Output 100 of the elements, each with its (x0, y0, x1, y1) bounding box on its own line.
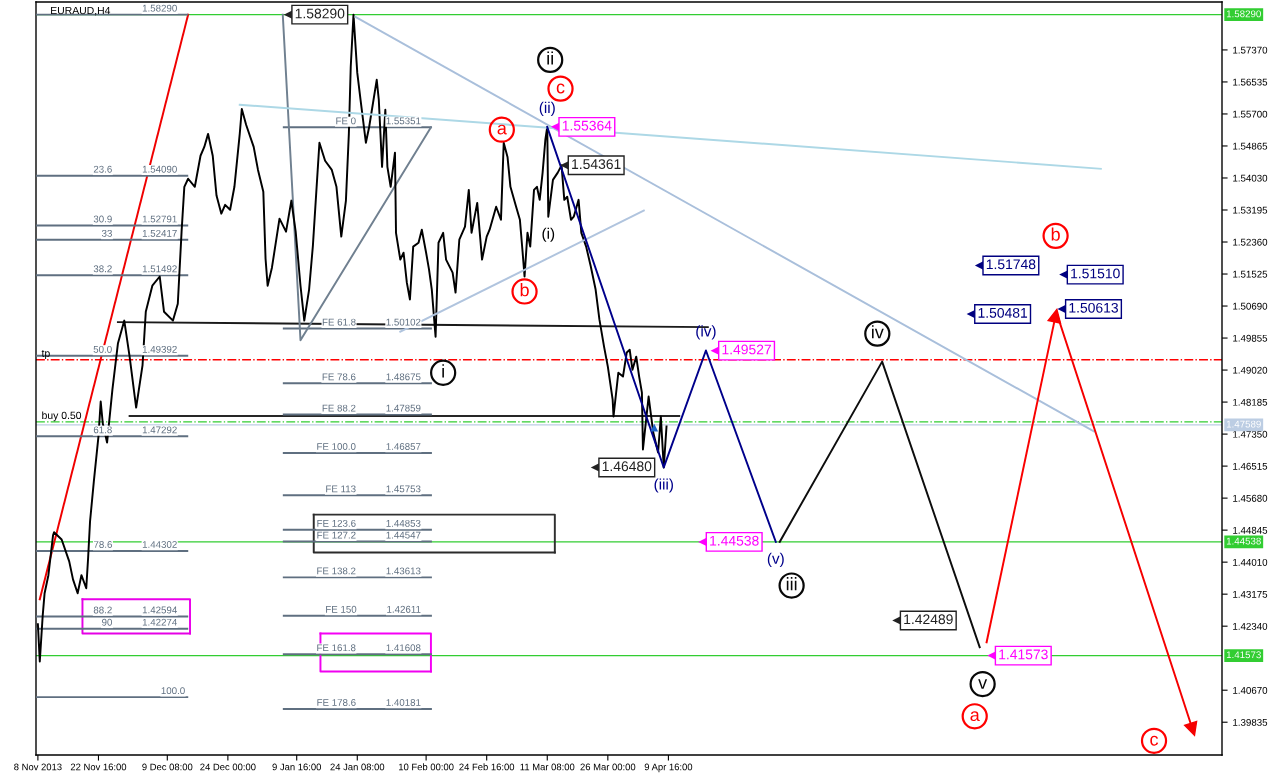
y-tick-label: 1.43175 (1233, 590, 1268, 598)
y-tick-label: 1.50690 (1233, 302, 1268, 310)
y-tick-label: 1.54030 (1233, 174, 1268, 182)
x-tick-label: 9 Apr 16:00 (644, 763, 693, 773)
annotation: (iv) (696, 325, 716, 340)
data-label: 1.41573 (999, 649, 1048, 660)
ref-line-label: buy 0.50 (42, 411, 82, 422)
ref-line-label: 1.41573 (1226, 651, 1261, 659)
annotation: c (556, 83, 565, 94)
series-label: 78.6 (93, 541, 112, 548)
x-tick-label: 8 Nov 2013 (14, 763, 62, 771)
y-tick-label: 1.53195 (1233, 206, 1268, 214)
y-tick-label: 1.45680 (1233, 494, 1268, 502)
data-label: 1.51492 (142, 265, 177, 273)
series-label: 100.0 (161, 687, 185, 695)
data-label: 1.50613 (1069, 302, 1118, 313)
series-label: FE 123.6 (317, 519, 356, 527)
data-label: 1.47859 (386, 404, 421, 412)
y-tick-label: 1.46515 (1233, 462, 1268, 470)
annotation: v (978, 679, 988, 689)
y-tick-label: 1.55700 (1233, 110, 1268, 118)
data-label: 1.42594 (142, 606, 177, 614)
x-tick-label: 9 Jan 16:00 (272, 763, 322, 771)
data-label: 1.47292 (142, 426, 177, 434)
annotation: a (970, 711, 980, 722)
data-label: 1.49392 (142, 345, 177, 353)
x-tick-label: 26 Mar 00:00 (580, 763, 636, 771)
y-tick-label: 1.47350 (1233, 430, 1268, 438)
data-label: 1.49527 (722, 344, 771, 355)
data-label: 1.46857 (386, 443, 421, 450)
data-label: 1.54361 (572, 159, 621, 170)
data-label: 1.44547 (386, 531, 421, 539)
y-tick-label: 1.54865 (1233, 142, 1268, 150)
chart-title: EURAUD,H4 (51, 6, 111, 16)
x-tick-label: 9 Dec 08:00 (142, 763, 193, 771)
annotation: (i) (542, 227, 555, 242)
series-label: 33 (101, 229, 112, 237)
series-label: 23.6 (93, 165, 112, 173)
data-label: 1.51510 (1071, 268, 1120, 279)
y-tick-label: 1.40670 (1233, 686, 1268, 694)
y-tick-label: 1.52360 (1233, 238, 1268, 246)
data-label: 1.44302 (142, 541, 177, 548)
data-label: 1.55364 (562, 120, 612, 131)
annotation: b (1051, 227, 1060, 241)
data-label: 1.52791 (142, 215, 177, 223)
data-label: 1.42611 (387, 605, 421, 613)
data-label: 1.51748 (986, 259, 1036, 270)
annotation: ii (547, 51, 553, 65)
series-label: 90 (102, 618, 113, 626)
data-label: 1.52417 (142, 229, 177, 237)
data-label: 1.50481 (978, 307, 1028, 318)
series-label: 88.2 (93, 606, 112, 614)
series-label: FE 100.0 (317, 443, 356, 450)
y-tick-label: 1.48185 (1233, 398, 1268, 406)
data-label: 1.40181 (386, 699, 421, 706)
series-label: FE 61.8 (322, 318, 356, 326)
y-tick-label: 1.44010 (1233, 558, 1268, 566)
data-label: 1.42489 (904, 614, 953, 625)
data-label: 1.54090 (142, 165, 177, 173)
x-tick-label: 10 Feb 00:00 (399, 763, 454, 771)
series-label: 61.8 (93, 426, 112, 434)
data-label: 1.48675 (386, 373, 421, 381)
series-label: FE 127.2 (317, 531, 356, 539)
series-label: FE 150 (326, 605, 357, 613)
x-tick-label: 22 Nov 16:00 (70, 763, 127, 771)
series-label: FE 161.8 (317, 644, 356, 652)
data-label: 1.58290 (142, 4, 177, 12)
series-label: FE 113 (326, 485, 356, 493)
ref-line-label: 1.44538 (1226, 537, 1261, 545)
series-label: FE 178.6 (317, 699, 356, 706)
annotation: b (520, 283, 529, 297)
data-label: 1.44538 (710, 535, 759, 546)
x-tick-label: 11 Mar 08:00 (520, 763, 575, 771)
annotation: (v) (767, 552, 784, 567)
y-tick-label: 1.56535 (1233, 78, 1268, 86)
data-label: 1.55351 (386, 117, 421, 125)
data-label: 1.46480 (602, 461, 652, 472)
series-label: 30.9 (93, 215, 112, 223)
annotation: iv (872, 325, 884, 339)
annotation: a (497, 124, 507, 135)
data-label: 1.58290 (295, 8, 345, 19)
x-tick-label: 24 Dec 00:00 (200, 763, 256, 771)
y-tick-label: 1.51525 (1233, 270, 1268, 278)
y-tick-label: 1.42340 (1233, 622, 1268, 630)
annotation: iii (786, 577, 797, 591)
data-label: 1.44853 (386, 519, 421, 527)
y-tick-label: 1.49855 (1233, 334, 1268, 342)
series-label: 38.2 (93, 265, 112, 273)
y-tick-label: 1.49020 (1233, 366, 1268, 374)
y-tick-label: 1.44845 (1233, 526, 1268, 534)
ref-line-label: 1.47589 (1226, 420, 1261, 428)
data-label: 1.41608 (386, 644, 421, 652)
series-label: FE 78.6 (322, 373, 356, 381)
data-label: 1.50102 (386, 318, 421, 326)
y-tick-label: 1.57370 (1233, 46, 1268, 54)
series-label: FE 0 (336, 117, 356, 125)
annotation: (iii) (654, 478, 673, 493)
data-label: 1.42274 (142, 618, 177, 626)
annotation: (ii) (539, 101, 555, 117)
data-label: 1.43613 (386, 567, 421, 575)
